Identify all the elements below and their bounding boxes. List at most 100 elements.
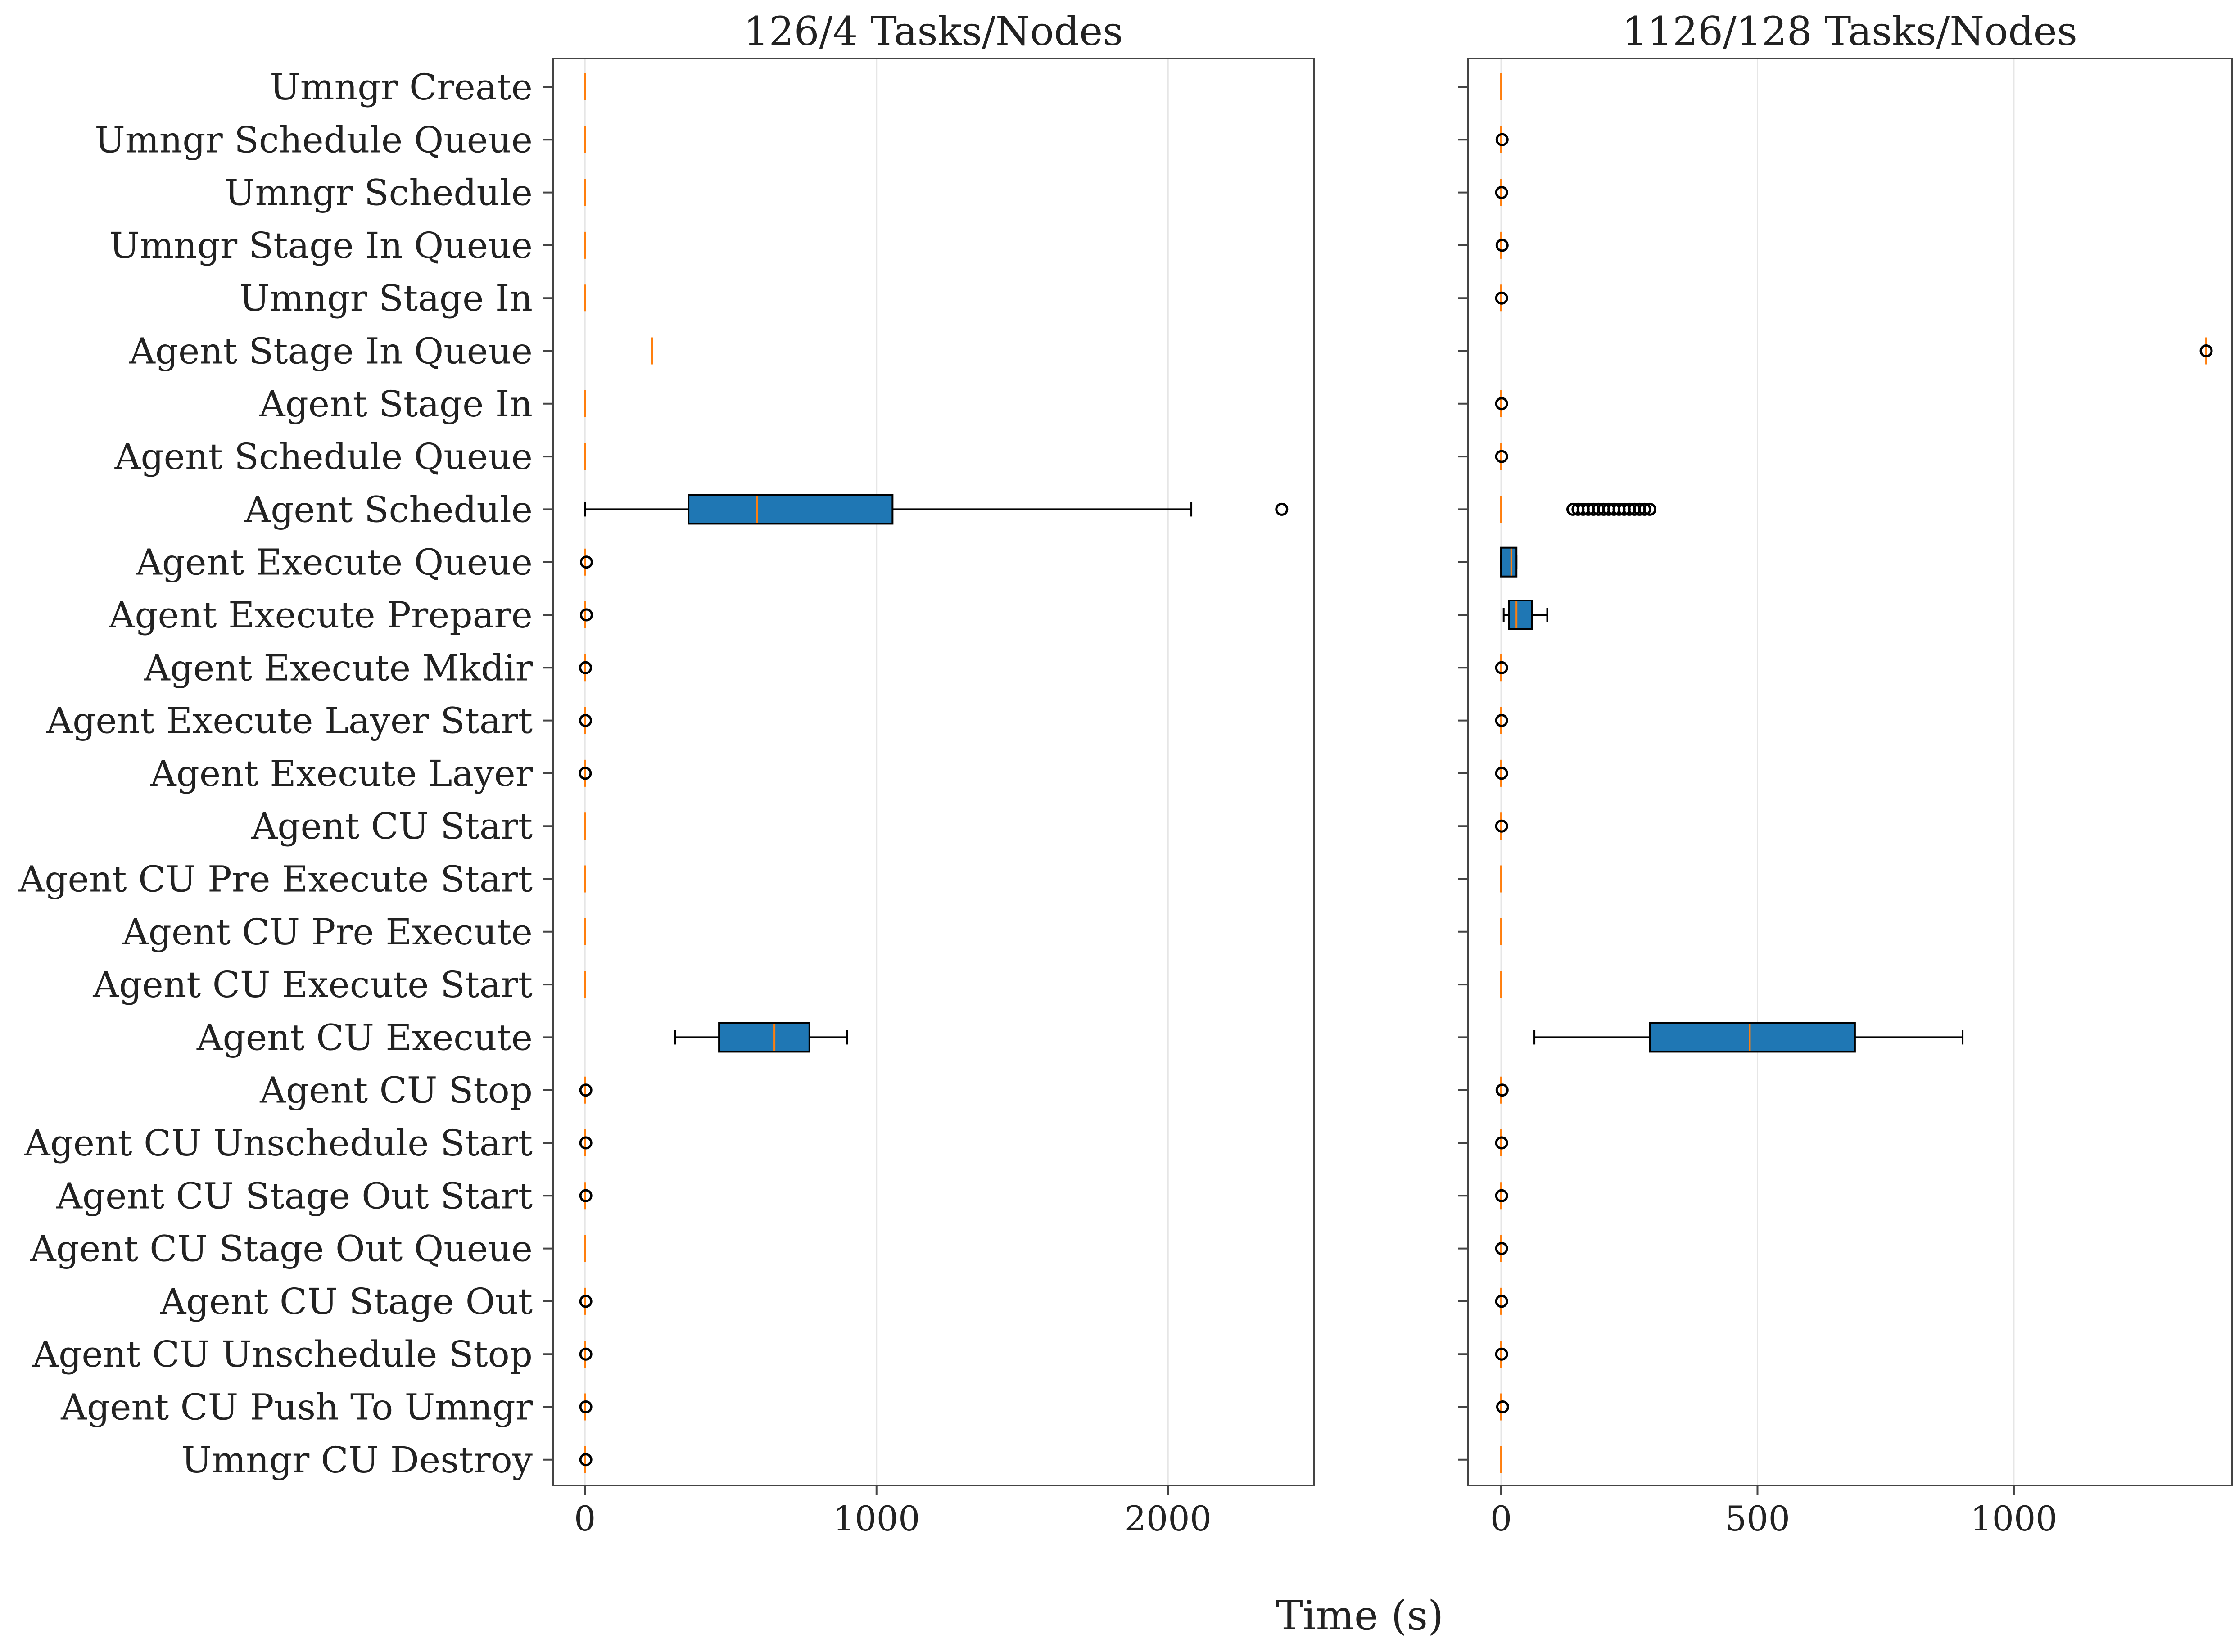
category-label-agent-schedule-queue: Agent Schedule Queue (114, 436, 533, 478)
right-box-umngr-stage-in-outlier-0 (1495, 291, 1508, 305)
right-box-umngr-schedule-queue (1495, 126, 1509, 153)
right-plot-frame (1467, 58, 2233, 1486)
right-box-agent-stage-in-outlier-0 (1495, 397, 1508, 411)
right-box-agent-execute-layer-outlier-0 (1495, 767, 1508, 780)
left-box-agent-execute-prepare (579, 601, 593, 628)
left-box-agent-cu-unschedule-start (579, 1129, 593, 1156)
category-label-umngr-schedule-queue: Umngr Schedule Queue (95, 119, 533, 161)
category-label-agent-execute-prepare: Agent Execute Prepare (109, 594, 533, 636)
right-box-agent-stage-in (1495, 390, 1508, 417)
right-box-agent-stage-in-queue (2199, 337, 2213, 365)
left-box-agent-execute-queue (579, 548, 593, 576)
left-box-agent-cu-execute (674, 1022, 848, 1053)
right-box-agent-schedule (1500, 496, 1656, 523)
right-box-umngr-schedule-queue-outlier-0 (1495, 133, 1509, 146)
category-label-agent-execute-queue: Agent Execute Queue (136, 542, 533, 583)
category-label-agent-cu-stage-out-start: Agent CU Stage Out Start (56, 1175, 533, 1217)
left-box-agent-execute-layer-start (579, 707, 593, 734)
right-box-agent-execute-prepare (1502, 600, 1548, 630)
left-box-agent-cu-execute-iqr-box (718, 1022, 810, 1053)
right-box-agent-execute-layer-start-outlier-0 (1495, 714, 1508, 727)
category-label-agent-cu-stage-out: Agent CU Stage Out (160, 1281, 533, 1323)
right-box-agent-cu-start (1495, 812, 1508, 840)
left-box-umngr-cu-destroy (579, 1446, 593, 1473)
right-box-agent-execute-mkdir-outlier-0 (1495, 661, 1508, 674)
right-box-agent-cu-stage-out-queue (1495, 1235, 1508, 1262)
left-box-agent-cu-unschedule-stop (579, 1341, 593, 1368)
right-box-agent-schedule-outlier-15 (1643, 502, 1656, 516)
left-box-agent-execute-mkdir (579, 654, 593, 682)
right-box-agent-cu-stage-out-start (1495, 1182, 1508, 1210)
left-box-agent-cu-stop-outlier-0 (579, 1083, 593, 1097)
right-box-agent-cu-stage-out-queue-outlier-0 (1495, 1242, 1508, 1255)
right-box-umngr-stage-in-queue (1495, 231, 1509, 259)
category-label-agent-schedule: Agent Schedule (244, 488, 533, 530)
category-label-agent-execute-layer: Agent Execute Layer (150, 753, 533, 794)
left-x-tick-label-1000: 1000 (833, 1499, 920, 1539)
right-box-agent-cu-stop-outlier-0 (1495, 1083, 1509, 1097)
category-label-umngr-cu-destroy: Umngr CU Destroy (181, 1439, 533, 1481)
right-box-umngr-stage-in-queue-outlier-0 (1495, 239, 1509, 252)
right-box-agent-cu-unschedule-stop-outlier-0 (1495, 1347, 1508, 1361)
left-x-tick-label-0: 0 (574, 1499, 596, 1539)
category-label-agent-cu-start: Agent CU Start (251, 805, 533, 847)
category-label-agent-cu-unschedule-start: Agent CU Unschedule Start (24, 1122, 533, 1164)
right-box-agent-cu-stop (1495, 1076, 1509, 1104)
right-box-agent-execute-mkdir (1495, 654, 1508, 682)
left-box-agent-execute-queue-outlier-0 (579, 555, 593, 569)
right-panel-title: 1126/128 Tasks/Nodes (1622, 8, 2077, 54)
right-box-agent-cu-start-outlier-0 (1495, 819, 1508, 833)
left-box-agent-schedule-iqr-box (688, 494, 894, 525)
left-box-agent-cu-stage-out-start (579, 1182, 593, 1210)
right-box-umngr-stage-in (1495, 284, 1508, 312)
left-box-agent-execute-layer-start-outlier-0 (579, 714, 593, 727)
category-label-agent-stage-in-queue: Agent Stage In Queue (129, 330, 533, 372)
left-box-agent-execute-mkdir-outlier-0 (579, 661, 593, 674)
left-plot-frame (552, 58, 1315, 1486)
category-label-agent-cu-unschedule-stop: Agent CU Unschedule Stop (32, 1333, 533, 1375)
left-box-agent-cu-stage-out-outlier-0 (579, 1295, 593, 1308)
right-box-agent-schedule-queue-outlier-0 (1495, 450, 1508, 463)
category-label-agent-cu-stop: Agent CU Stop (259, 1070, 533, 1111)
category-label-agent-stage-in: Agent Stage In (259, 383, 533, 425)
right-panel: 1126/128 Tasks/Nodes 0 500 1000 (1458, 8, 2233, 1539)
left-box-agent-cu-unschedule-stop-outlier-0 (579, 1347, 593, 1361)
right-box-agent-cu-unschedule-stop (1495, 1341, 1508, 1368)
right-box-agent-execute-layer (1495, 759, 1508, 787)
left-box-agent-cu-stage-out (579, 1287, 593, 1315)
left-panel-title: 126/4 Tasks/Nodes (744, 8, 1123, 54)
left-box-agent-cu-stop (579, 1076, 593, 1104)
right-box-agent-cu-push-to-umngr (1496, 1393, 1509, 1421)
right-box-umngr-schedule-outlier-0 (1495, 186, 1508, 199)
category-label-agent-cu-execute: Agent CU Execute (196, 1016, 533, 1058)
right-box-agent-cu-stage-out-outlier-0 (1495, 1295, 1508, 1308)
right-box-agent-cu-execute-iqr-box (1649, 1022, 1856, 1053)
left-box-agent-schedule-outlier-0 (1275, 502, 1289, 516)
right-box-agent-schedule-queue (1495, 443, 1508, 470)
category-label-agent-cu-push-to-umngr: Agent CU Push To Umngr (60, 1386, 533, 1428)
right-box-agent-cu-execute (1533, 1022, 1964, 1053)
category-label-agent-cu-pre-execute: Agent CU Pre Execute (122, 911, 533, 953)
left-box-agent-execute-layer (579, 759, 592, 787)
right-x-tick-label-1000: 1000 (1970, 1499, 2057, 1539)
category-label-agent-cu-stage-out-queue: Agent CU Stage Out Queue (30, 1228, 533, 1270)
right-box-agent-execute-queue (1500, 546, 1518, 578)
left-box-agent-cu-unschedule-start-outlier-0 (579, 1136, 593, 1150)
category-label-agent-execute-mkdir: Agent Execute Mkdir (144, 647, 533, 689)
left-box-agent-execute-layer-outlier-0 (579, 767, 592, 780)
right-box-agent-schedule-outlier-14 (1638, 502, 1651, 516)
right-box-agent-stage-in-queue-outlier-0 (2199, 344, 2213, 357)
right-box-agent-cu-unschedule-start (1495, 1129, 1508, 1156)
right-box-agent-cu-stage-out (1495, 1287, 1508, 1315)
right-box-agent-cu-push-to-umngr-outlier-0 (1496, 1400, 1509, 1413)
left-box-agent-schedule (584, 494, 1289, 525)
left-box-agent-execute-prepare-outlier-0 (579, 608, 593, 622)
category-label-agent-execute-layer-start: Agent Execute Layer Start (46, 700, 533, 742)
left-box-agent-cu-stage-out-start-outlier-0 (579, 1189, 593, 1202)
category-label-agent-cu-pre-execute-start: Agent CU Pre Execute Start (18, 858, 533, 900)
left-box-agent-cu-push-to-umngr (579, 1393, 593, 1421)
category-label-umngr-stage-in: Umngr Stage In (240, 277, 533, 319)
right-x-tick-label-0: 0 (1490, 1499, 1512, 1539)
